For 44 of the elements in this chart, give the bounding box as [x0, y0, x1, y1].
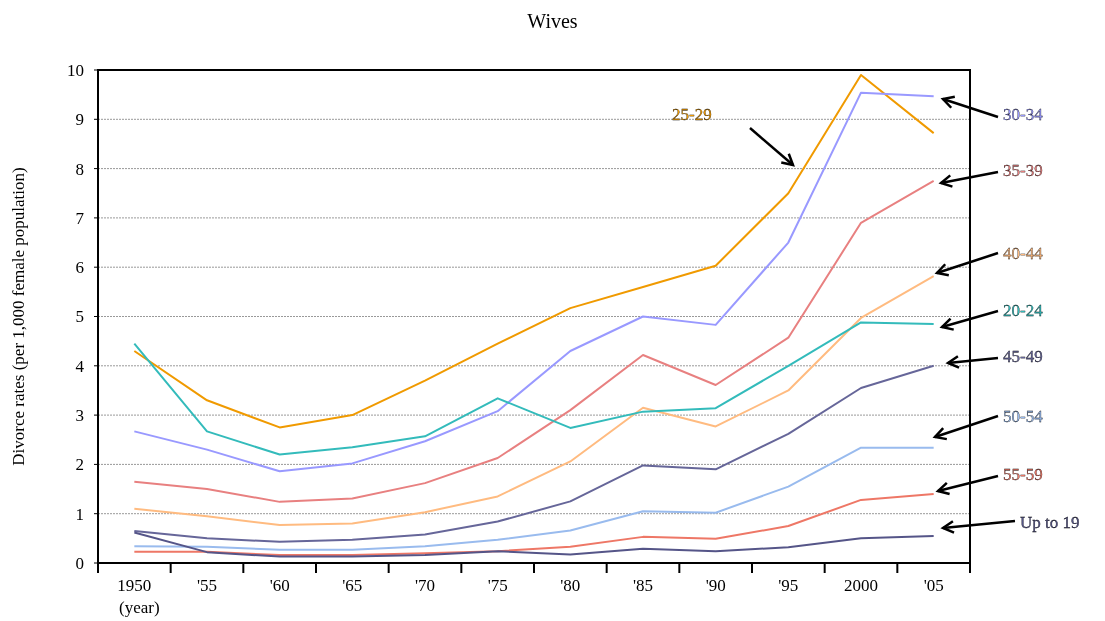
text: 35-39 [1003, 161, 1043, 180]
y-tick-label: 0 [75, 553, 84, 573]
line-series [133, 446, 935, 551]
text: 25-29 [672, 105, 712, 124]
x-tick-label: '80 [560, 576, 581, 595]
x-tick-label: '90 [705, 576, 726, 595]
y-tick-label: 5 [75, 307, 84, 327]
text: (year) [119, 598, 160, 617]
y-tick-label: 8 [75, 159, 84, 179]
y-tick-label: 7 [75, 208, 85, 228]
text: 40-44 [1003, 244, 1044, 263]
x-tick-label: '70 [414, 576, 436, 595]
line-series [133, 531, 935, 558]
line-series [133, 179, 935, 503]
line-series [133, 91, 935, 473]
y-tick-label: 2 [75, 455, 84, 475]
x-tick-label: '60 [269, 576, 290, 595]
x-tick-label: '05 [923, 576, 944, 595]
y-tick-label: 4 [75, 356, 85, 376]
y-tick-label: 9 [75, 110, 84, 130]
x-tick-label: 1950 [117, 576, 152, 595]
line-series [133, 275, 935, 527]
text: 30-34 [1003, 105, 1044, 124]
text: Up to 19 [1020, 513, 1080, 532]
x-tick-label: '65 [342, 576, 363, 595]
x-tick-label: '55 [196, 576, 218, 595]
text: 45-49 [1003, 347, 1043, 366]
y-axis-title: Divorce rates (per 1,000 female population) [9, 167, 28, 466]
y-tick-label: 6 [75, 258, 84, 278]
x-tick-label: '75 [487, 576, 508, 595]
text: 20-24 [1003, 301, 1044, 320]
chart-title: Wives [527, 10, 578, 32]
x-tick-label: '85 [632, 576, 654, 595]
y-tick-label: 1 [75, 504, 84, 524]
x-tick-label: '95 [778, 576, 799, 595]
y-tick-label: 3 [75, 406, 84, 426]
line-series [133, 364, 935, 543]
text: 55-59 [1003, 465, 1043, 484]
text: 50-54 [1003, 407, 1044, 426]
y-tick-label: 10 [67, 60, 84, 80]
line-series [133, 492, 935, 557]
line-series [133, 73, 935, 429]
line-series [133, 321, 935, 456]
x-tick-label: 2000 [844, 576, 878, 595]
